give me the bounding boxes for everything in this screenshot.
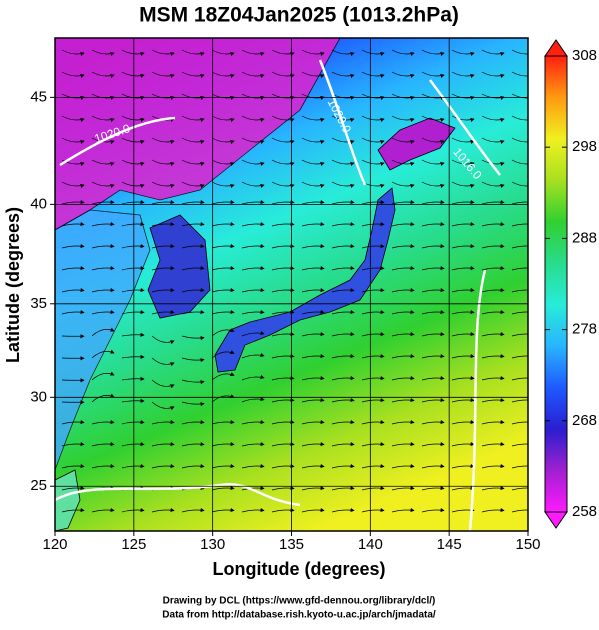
y-tick-label: 45 <box>30 88 47 105</box>
colorbar-body <box>545 56 567 512</box>
x-tick-label: 145 <box>437 536 462 553</box>
y-axis-label: Latitude (degrees) <box>3 207 23 363</box>
colorbar: 258 268 278 288 298 308 <box>545 40 597 528</box>
colorbar-tick-label: 308 <box>572 47 597 64</box>
y-tick-label: 25 <box>30 477 47 494</box>
footer-line: Drawing by DCL (https://www.gfd-dennou.o… <box>163 596 436 607</box>
chart-title: MSM 18Z04Jan2025 (1013.2hPa) <box>139 4 459 27</box>
colorbar-tick-label: 298 <box>572 138 597 155</box>
x-tick-label: 135 <box>279 536 304 553</box>
x-tick-label: 125 <box>121 536 146 553</box>
x-tick-label: 140 <box>358 536 383 553</box>
colorbar-tick-label: 258 <box>572 503 597 520</box>
colorbar-extend <box>545 40 567 56</box>
colorbar-tick-label: 278 <box>572 321 597 338</box>
x-tick-label: 120 <box>42 536 67 553</box>
colorbar-tick-label: 288 <box>572 229 597 246</box>
map-field: 1020.0 1020.0 1016.0 <box>55 38 534 531</box>
x-tick-label: 150 <box>515 536 540 553</box>
y-tick-label: 40 <box>30 195 47 212</box>
colorbar-tick-label: 268 <box>572 412 597 429</box>
x-axis-label: Longitude (degrees) <box>212 559 385 579</box>
footer-line: Data from http://database.rish.kyoto-u.a… <box>162 610 436 621</box>
x-tick-label: 130 <box>200 536 225 553</box>
colorbar-extend <box>545 512 567 528</box>
y-tick-label: 35 <box>30 295 47 312</box>
y-tick-label: 30 <box>30 388 47 405</box>
